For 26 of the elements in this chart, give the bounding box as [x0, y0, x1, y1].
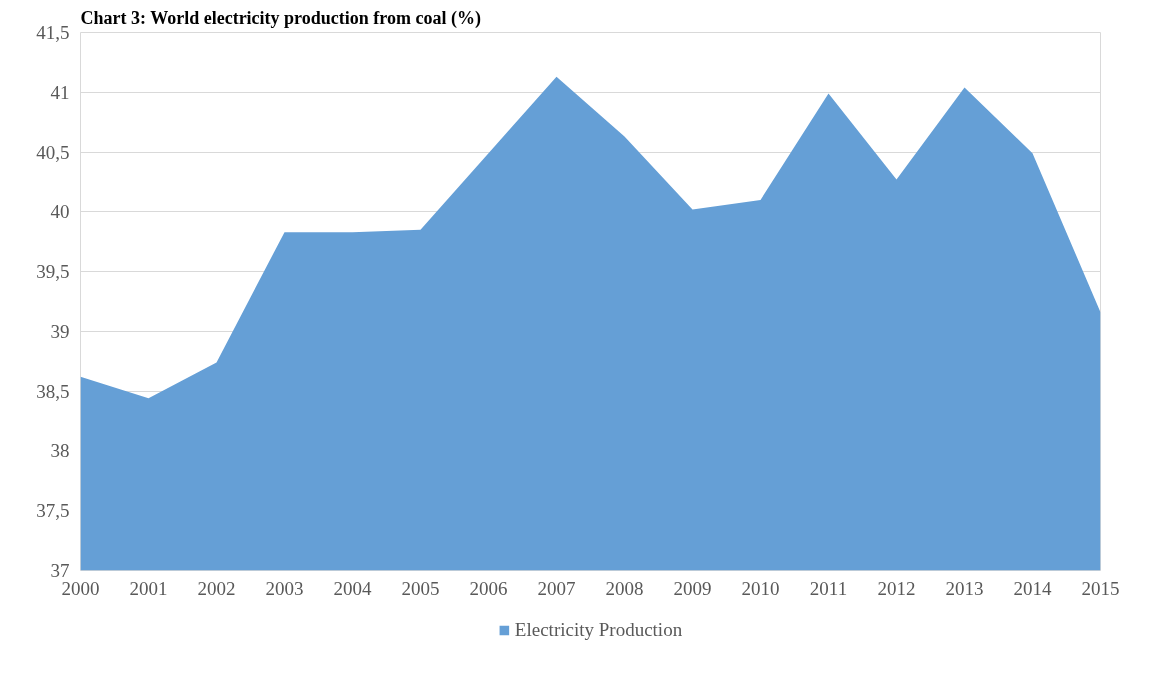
x-tick-label: 2007 — [537, 577, 576, 599]
x-tick-label: 2003 — [265, 577, 304, 599]
x-tick-label: 2008 — [605, 577, 644, 599]
x-tick-label: 2002 — [197, 577, 236, 599]
x-tick-label: 2006 — [469, 577, 508, 599]
x-tick-label: 2009 — [673, 577, 712, 599]
x-tick-label: 2012 — [877, 577, 916, 599]
x-tick-label: 2004 — [333, 577, 372, 599]
x-tick-label: 2014 — [1013, 577, 1052, 599]
y-tick-label: 41 — [50, 81, 70, 103]
legend-label: Electricity Production — [514, 619, 683, 641]
x-tick-label: 2005 — [401, 577, 440, 599]
y-tick-label: 40 — [50, 201, 70, 223]
y-tick-label: 40,5 — [36, 141, 70, 163]
y-tick-label: 37,5 — [36, 500, 70, 522]
x-tick-label: 2010 — [741, 577, 780, 599]
y-tick-label: 39 — [50, 320, 70, 342]
x-tick-label: 2013 — [945, 577, 984, 599]
y-tick-label: 38,5 — [36, 380, 70, 402]
y-tick-label: 39,5 — [36, 261, 70, 283]
chart-title: Chart 3: World electricity production from coal (%) — [80, 7, 481, 29]
x-tick-label: 2001 — [129, 577, 168, 599]
x-tick-label: 2015 — [1081, 577, 1120, 599]
y-tick-label: 41,5 — [36, 22, 70, 43]
x-tick-label: 2011 — [809, 577, 848, 599]
y-tick-label: 38 — [50, 440, 70, 462]
